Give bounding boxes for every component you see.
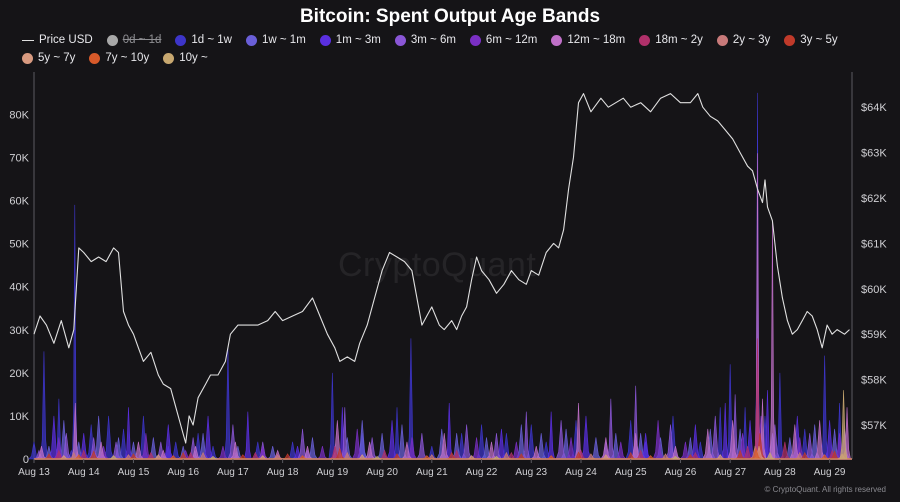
- legend-label: Price USD: [39, 34, 93, 46]
- y-right-tick-label: $64K: [861, 102, 887, 114]
- legend-label: 10y ~: [179, 52, 208, 64]
- price-line-layer: [33, 93, 850, 444]
- legend-swatch-icon: [22, 52, 33, 64]
- legend-label: 18m ~ 2y: [655, 34, 703, 46]
- legend-label: 6m ~ 12m: [485, 34, 538, 46]
- y-right-tick-label: $57K: [861, 420, 887, 432]
- legend-item-11[interactable]: 5y ~ 7y: [22, 52, 75, 64]
- area-peak-0-40: [820, 355, 829, 460]
- legend-swatch-icon: [551, 34, 563, 46]
- area-peak-0-1: [40, 351, 48, 460]
- area-peak-2-11: [547, 411, 556, 460]
- y-left-tick-label: 40K: [9, 282, 29, 294]
- area-peak-2-12: [580, 415, 592, 460]
- legend-swatch-icon: [175, 34, 187, 46]
- x-tick-label: Aug 21: [416, 467, 448, 478]
- legend-swatch-icon: [246, 34, 257, 46]
- area-peak-2-5: [243, 411, 252, 460]
- y-right-tick-label: $58K: [861, 375, 887, 387]
- legend-swatch-icon: [163, 52, 175, 64]
- legend-swatch-icon: [22, 39, 34, 41]
- chart-title: Bitcoin: Spent Output Age Bands: [299, 6, 601, 27]
- legend-item-12[interactable]: 7y ~ 10y: [89, 52, 149, 64]
- legend-swatch-icon: [89, 52, 101, 64]
- legend-item-8[interactable]: 18m ~ 2y: [639, 34, 703, 46]
- y-left-tick-label: 30K: [9, 325, 29, 337]
- x-tick-label: Aug 24: [565, 467, 597, 478]
- y-left-tick-label: 80K: [9, 109, 29, 121]
- x-tick-label: Aug 17: [217, 467, 249, 478]
- x-tick-label: Aug 20: [366, 467, 398, 478]
- x-tick-label: Aug 25: [615, 467, 647, 478]
- y-left-tick-label: 50K: [9, 239, 29, 251]
- y-right-tick-label: $61K: [861, 238, 887, 250]
- area-peak-0-13: [224, 347, 232, 460]
- area-peak-0-38: [776, 372, 784, 460]
- x-tick-label: Aug 22: [466, 467, 498, 478]
- x-tick-label: Aug 14: [68, 467, 100, 478]
- legend-item-1[interactable]: 0d ~ 1d: [106, 34, 162, 46]
- legend-item-7[interactable]: 12m ~ 18m: [551, 34, 625, 46]
- legend-swatch-icon: [716, 34, 728, 46]
- legend-item-3[interactable]: 1w ~ 1m: [246, 34, 306, 46]
- x-tick-label: Aug 15: [118, 467, 150, 478]
- x-tick-label: Aug 29: [814, 467, 846, 478]
- legend-item-13[interactable]: 10y ~: [163, 52, 208, 64]
- area-peak-2-9: [445, 402, 454, 460]
- legend-label: 1m ~ 3m: [335, 34, 381, 46]
- y-left-tick-label: 20K: [9, 368, 29, 380]
- legend-label: 12m ~ 18m: [567, 34, 626, 46]
- legend-label: 3m ~ 6m: [410, 34, 456, 46]
- watermark: CryptoQuant: [338, 246, 537, 284]
- x-tick-label: Aug 28: [764, 467, 796, 478]
- chart-legend: Price USD 0d ~ 1d 1d ~ 1w 1w ~ 1m 1m ~ 3m 3m …: [22, 34, 892, 64]
- legend-item-10[interactable]: 3y ~ 5y: [784, 34, 838, 46]
- copyright-credit: © CryptoQuant. All rights reserved: [764, 485, 887, 494]
- x-tick-label: Aug 26: [665, 467, 697, 478]
- y-right-tick-label: $60K: [861, 284, 887, 296]
- x-tick-label: Aug 18: [267, 467, 299, 478]
- x-tick-label: Aug 23: [515, 467, 547, 478]
- area-peak-0-20: [407, 338, 415, 460]
- price-usd-line: [33, 93, 850, 444]
- legend-label: 1w ~ 1m: [262, 34, 306, 46]
- y-right-tick-label: $59K: [861, 329, 887, 341]
- y-right-tick-label: $63K: [861, 148, 887, 160]
- x-tick-label: Aug 16: [167, 467, 199, 478]
- legend-swatch-icon: [106, 34, 118, 46]
- area-peak-5-23: [769, 222, 776, 460]
- legend-label: 2y ~ 3y: [732, 34, 771, 46]
- age-band-areas: [28, 92, 852, 460]
- legend-item-6[interactable]: 6m ~ 12m: [469, 34, 538, 46]
- legend-swatch-icon: [639, 34, 651, 46]
- y-left-tick-label: 70K: [9, 153, 29, 165]
- legend-label: 7y ~ 10y: [105, 52, 150, 64]
- y-left-tick-label: 0: [23, 454, 29, 466]
- area-peak-3-16: [606, 398, 615, 460]
- legend-swatch-icon: [469, 34, 481, 46]
- legend-swatch-icon: [784, 34, 796, 46]
- legend-item-2[interactable]: 1d ~ 1w: [175, 34, 232, 46]
- y-left-tick-label: 10K: [9, 411, 29, 423]
- legend-item-9[interactable]: 2y ~ 3y: [716, 34, 771, 46]
- x-tick-label: Aug 13: [18, 467, 50, 478]
- area-peak-4-6: [316, 446, 329, 460]
- y-left-tick-label: 60K: [9, 196, 29, 208]
- legend-label: 3y ~ 5y: [800, 34, 838, 46]
- legend-item-5[interactable]: 3m ~ 6m: [394, 34, 456, 46]
- legend-item-0[interactable]: Price USD: [22, 34, 93, 46]
- y-right-tick-label: $62K: [861, 193, 887, 205]
- legend-swatch-icon: [394, 34, 406, 46]
- legend-label: 0d ~ 1d: [122, 34, 162, 46]
- legend-swatch-icon: [319, 34, 331, 46]
- legend-label: 5y ~ 7y: [38, 52, 76, 64]
- tick-labels: 0 10K 20K 30K 40K 50K 60K 70K 80K $57K $58K $59K $60…: [9, 102, 887, 478]
- legend-label: 1d ~ 1w: [191, 34, 232, 46]
- x-tick-label: Aug 27: [714, 467, 746, 478]
- area-peak-3-11: [416, 433, 428, 460]
- x-tick-label: Aug 19: [317, 467, 349, 478]
- legend-item-4[interactable]: 1m ~ 3m: [319, 34, 381, 46]
- area-peak-1-22: [590, 437, 602, 460]
